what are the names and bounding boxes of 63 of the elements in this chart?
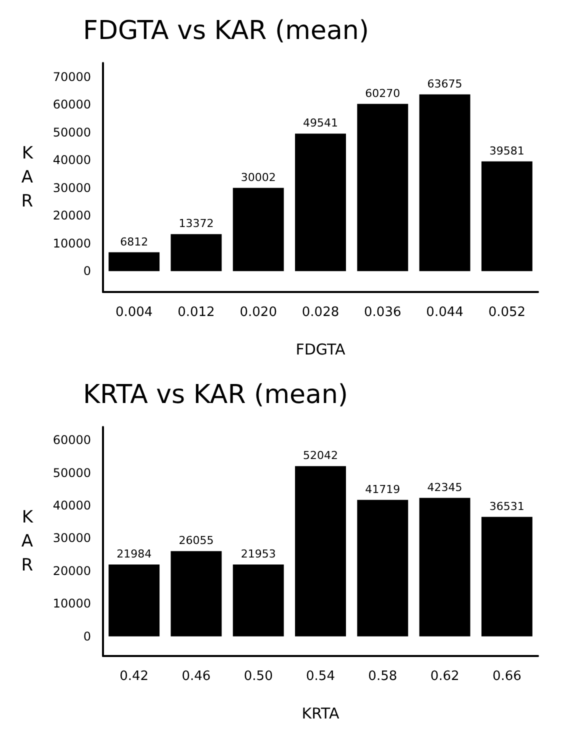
chart-title: FDGTA vs KAR (mean)	[83, 16, 370, 46]
y-tick-label: 30000	[52, 180, 91, 195]
data-label: 41719	[365, 482, 400, 496]
y-tick-label: 40000	[52, 498, 91, 513]
data-label: 6812	[120, 235, 148, 248]
x-tick-label: 0.012	[178, 305, 215, 320]
bar	[295, 466, 346, 636]
x-tick-label: 0.036	[364, 305, 402, 320]
x-tick-label: 0.004	[115, 305, 153, 320]
bar	[108, 564, 160, 636]
data-label: 26055	[178, 534, 214, 548]
x-tick-label: 0.052	[488, 305, 526, 320]
y-tick-label: 50000	[52, 466, 91, 480]
bar	[295, 134, 346, 272]
bar	[108, 252, 160, 272]
y-axis-title: KAR	[21, 508, 34, 576]
y-tick-label: 60000	[52, 433, 91, 448]
data-label: 52042	[303, 449, 338, 462]
data-label: 39581	[489, 144, 524, 158]
chart-title: KRTA vs KAR (mean)	[83, 380, 348, 410]
data-label: 63675	[427, 77, 462, 90]
bar	[232, 188, 284, 272]
y-tick-label: 0	[83, 629, 91, 644]
y-tick-label: 10000	[52, 236, 91, 250]
data-label: 21953	[240, 548, 276, 561]
data-label: 60270	[365, 86, 400, 100]
data-label: 30002	[240, 170, 276, 184]
bar	[232, 564, 284, 636]
x-tick-label: 0.028	[302, 305, 340, 320]
y-tick-label: 40000	[52, 153, 91, 168]
bar	[419, 94, 470, 272]
x-tick-label: 0.044	[426, 305, 464, 320]
bar	[481, 516, 532, 636]
data-label: 13372	[178, 217, 214, 230]
x-tick-label: 0.54	[306, 669, 335, 684]
bar	[357, 500, 408, 636]
bar	[419, 498, 470, 636]
y-tick-label: 20000	[52, 564, 91, 578]
x-axis-title: KRTA	[302, 704, 340, 722]
x-tick-label: 0.62	[430, 669, 460, 684]
y-tick-label: 30000	[52, 531, 91, 546]
y-axis-title: KAR	[21, 144, 34, 212]
y-tick-label: 20000	[52, 208, 91, 223]
data-label: 49541	[303, 116, 338, 130]
bar	[481, 161, 532, 272]
y-tick-label: 10000	[52, 596, 91, 611]
x-tick-label: 0.46	[182, 669, 211, 684]
x-tick-label: 0.58	[368, 669, 398, 684]
x-tick-label: 0.42	[120, 669, 149, 684]
x-axis-title: FDGTA	[296, 340, 346, 358]
data-label: 42345	[427, 480, 462, 494]
y-tick-label: 50000	[52, 125, 91, 140]
x-tick-label: 0.020	[240, 305, 277, 320]
bar	[357, 104, 408, 272]
x-tick-label: 0.50	[244, 669, 273, 684]
data-label: 21984	[116, 547, 152, 560]
y-tick-label: 0	[83, 264, 91, 278]
data-label: 36531	[489, 500, 524, 513]
x-tick-label: 0.66	[492, 669, 522, 684]
bar	[170, 551, 222, 636]
y-tick-label: 70000	[52, 70, 91, 84]
y-tick-label: 60000	[52, 98, 91, 112]
bar	[170, 234, 222, 272]
